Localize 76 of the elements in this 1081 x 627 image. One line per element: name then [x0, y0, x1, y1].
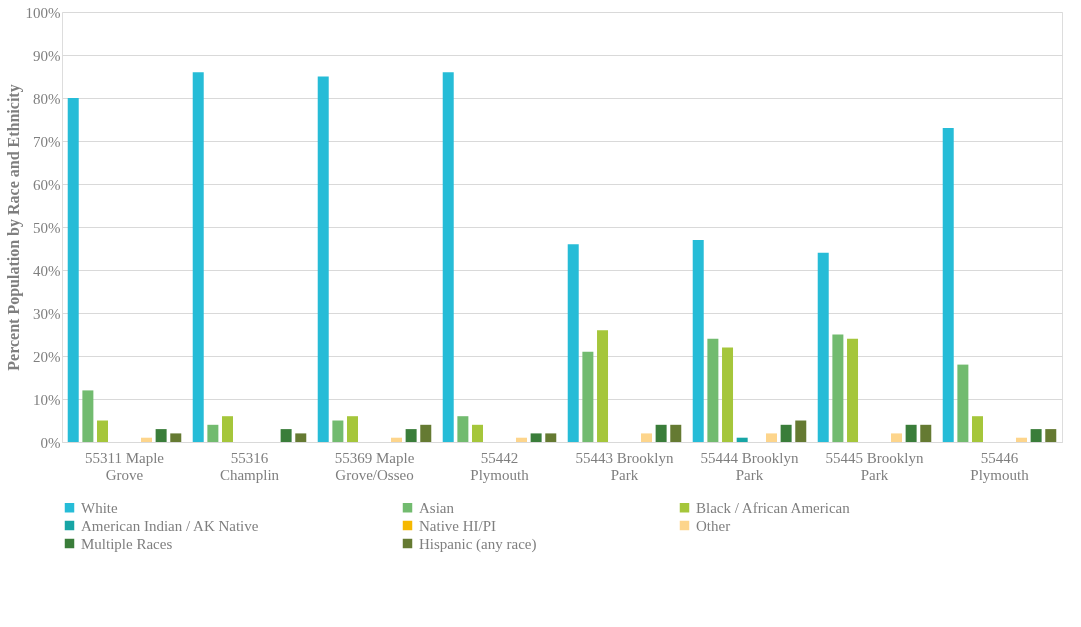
bar: [405, 429, 417, 442]
bar: [1015, 437, 1027, 442]
bar: [942, 128, 954, 442]
bar: [442, 72, 454, 442]
y-tick-label: 30%: [33, 305, 61, 322]
bar: [597, 330, 609, 442]
bar: [420, 424, 432, 442]
y-tick-label: 100%: [25, 4, 61, 21]
y-tick-label: 60%: [33, 176, 61, 193]
bar: [390, 437, 402, 442]
x-tick-label: 55446 Plymouth: [970, 449, 1030, 483]
legend-label: Asian: [419, 499, 455, 516]
x-tick-label: 55316 Champlin: [219, 449, 280, 483]
bar: [780, 424, 792, 442]
x-tick-label: 55444 Brooklyn Park: [700, 449, 799, 483]
y-tick-label: 80%: [33, 90, 61, 107]
bar: [905, 424, 917, 442]
bar: [722, 347, 734, 442]
bar: [1045, 429, 1057, 442]
x-tick-label: 55442 Plymouth: [470, 449, 530, 483]
legend-label: Native HI/PI: [419, 517, 497, 534]
bar: [280, 429, 292, 442]
bar: [972, 416, 984, 442]
bar: [567, 244, 579, 442]
legend-label: White: [81, 499, 118, 516]
bar: [515, 437, 527, 442]
bar: [692, 239, 704, 442]
bar: [890, 433, 902, 442]
bar: [707, 338, 719, 442]
legend-label: Multiple Races: [81, 535, 173, 552]
bar: [140, 437, 152, 442]
bar: [736, 437, 748, 442]
bar: [97, 420, 109, 442]
y-tick-label: 10%: [33, 391, 61, 408]
bar: [82, 390, 94, 442]
x-tick-label: 55311 Maple Grove: [84, 449, 165, 483]
bar: [817, 252, 829, 442]
bar: [582, 351, 594, 442]
bar: [207, 424, 219, 442]
legend-label: American Indian / AK Native: [81, 517, 259, 534]
legend-label: Other: [696, 517, 731, 534]
y-tick-label: 20%: [33, 348, 61, 365]
y-axis-title: Percent Population by Race and Ethnicity: [4, 84, 23, 371]
x-tick-label: 55445 Brooklyn Park: [825, 449, 924, 483]
bar: [192, 72, 204, 442]
bar: [957, 364, 969, 442]
bar: [832, 334, 844, 442]
bar: [347, 416, 359, 442]
bar: [317, 76, 329, 442]
bar: [67, 98, 79, 442]
y-tick-label: 70%: [33, 133, 61, 150]
bar: [670, 424, 682, 442]
bar: [332, 420, 344, 442]
bar: [155, 429, 167, 442]
bar: [170, 433, 182, 442]
bar: [472, 424, 484, 442]
x-tick-label: 55369 Maple Grove/Osseo: [334, 449, 415, 483]
bar: [920, 424, 932, 442]
bar: [222, 416, 234, 442]
bar: [765, 433, 777, 442]
bar: [655, 424, 667, 442]
bar: [1030, 429, 1042, 442]
bar: [457, 416, 469, 442]
y-tick-label: 90%: [33, 47, 61, 64]
legend-label: Black / African American: [696, 499, 851, 516]
legend-label: Hispanic (any race): [419, 535, 537, 553]
y-tick-label: 0%: [40, 434, 61, 451]
bar: [545, 433, 557, 442]
bar: [530, 433, 542, 442]
y-tick-label: 40%: [33, 262, 61, 279]
x-tick-label: 55443 Brooklyn Park: [575, 449, 674, 483]
bar: [847, 338, 859, 442]
bar: [795, 420, 807, 442]
bar: [295, 433, 307, 442]
bar: [640, 433, 652, 442]
y-tick-label: 50%: [33, 219, 61, 236]
